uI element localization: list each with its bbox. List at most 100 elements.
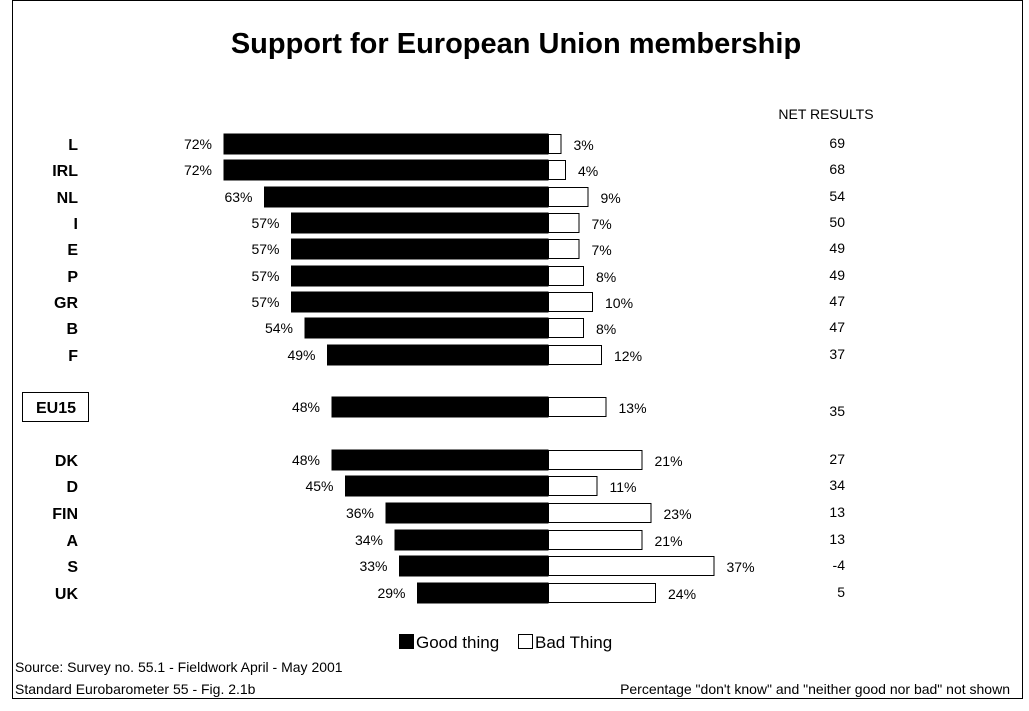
- bad-value-label: 11%: [610, 479, 637, 495]
- net-result-value: 68: [829, 161, 845, 177]
- category-label: P: [67, 269, 78, 286]
- bar-good: [331, 449, 549, 471]
- bar-good: [345, 475, 549, 497]
- bad-value-label: 7%: [592, 242, 612, 258]
- bad-value-label: 37%: [727, 559, 755, 575]
- net-result-value: 35: [829, 403, 845, 419]
- reference-note: Standard Eurobarometer 55 - Fig. 2.1b: [15, 681, 256, 697]
- net-result-value: 47: [829, 293, 845, 309]
- bar-bad: [548, 450, 643, 470]
- highlight-box: [22, 392, 89, 422]
- legend-label-bad: Bad Thing: [535, 633, 612, 652]
- category-label: L: [68, 137, 78, 154]
- bad-value-label: 21%: [655, 533, 683, 549]
- good-value-label: 48%: [292, 452, 320, 468]
- net-result-value: 13: [829, 504, 845, 520]
- bad-value-label: 8%: [596, 321, 616, 337]
- bar-bad: [548, 239, 580, 259]
- category-label: DK: [55, 453, 79, 470]
- bar-bad: [548, 397, 607, 417]
- good-value-label: 36%: [346, 505, 374, 521]
- good-value-label: 48%: [292, 399, 320, 415]
- net-result-value: 49: [829, 267, 845, 283]
- net-result-value: 37: [829, 346, 845, 362]
- net-result-value: -4: [833, 557, 846, 573]
- bar-bad: [548, 345, 602, 365]
- bad-value-label: 13%: [619, 400, 647, 416]
- bar-good: [291, 238, 549, 260]
- category-label: F: [68, 348, 78, 365]
- category-label: UK: [55, 586, 79, 603]
- net-results-header: NET RESULTS: [778, 106, 873, 122]
- chart-title: Support for European Union membership: [231, 28, 801, 60]
- good-value-label: 57%: [251, 241, 279, 257]
- good-value-label: 33%: [359, 558, 387, 574]
- bad-value-label: 12%: [614, 348, 642, 364]
- net-result-value: 34: [829, 477, 845, 493]
- bar-bad: [548, 318, 584, 338]
- category-label: D: [66, 479, 78, 496]
- bar-good: [385, 502, 549, 524]
- category-label: EU15: [36, 400, 76, 417]
- good-value-label: 54%: [265, 320, 293, 336]
- legend-swatch-bad: [518, 634, 533, 649]
- good-value-label: 57%: [251, 268, 279, 284]
- good-value-label: 72%: [184, 162, 212, 178]
- disclaimer-note: Percentage "don't know" and "neither goo…: [620, 681, 1010, 697]
- bar-good: [291, 291, 549, 313]
- source-note: Source: Survey no. 55.1 - Fieldwork Apri…: [15, 659, 343, 675]
- bad-value-label: 10%: [605, 295, 633, 311]
- bar-bad: [548, 556, 715, 576]
- category-label: B: [66, 321, 78, 338]
- bad-value-label: 23%: [664, 506, 692, 522]
- category-label: E: [67, 242, 78, 259]
- category-label: NL: [57, 190, 79, 207]
- bar-bad: [548, 530, 643, 550]
- bar-good: [304, 317, 549, 339]
- category-label: GR: [54, 295, 78, 312]
- bar-bad: [548, 503, 652, 523]
- net-result-value: 13: [829, 531, 845, 547]
- good-value-label: 57%: [251, 215, 279, 231]
- bar-bad: [548, 292, 593, 312]
- category-label: A: [66, 533, 78, 550]
- good-value-label: 49%: [287, 347, 315, 363]
- bar-good: [223, 133, 549, 155]
- category-label: I: [74, 216, 78, 233]
- good-value-label: 29%: [377, 585, 405, 601]
- bad-value-label: 21%: [655, 453, 683, 469]
- bar-bad: [548, 134, 562, 154]
- net-result-value: 27: [829, 451, 845, 467]
- bar-bad: [548, 266, 584, 286]
- category-label: S: [67, 559, 78, 576]
- bar-good: [331, 396, 549, 418]
- bar-good: [417, 582, 549, 604]
- bar-good: [291, 265, 549, 287]
- good-value-label: 45%: [305, 478, 333, 494]
- bad-value-label: 8%: [596, 269, 616, 285]
- bar-bad: [548, 187, 589, 207]
- bar-bad: [548, 160, 566, 180]
- net-result-value: 54: [829, 188, 845, 204]
- good-value-label: 57%: [251, 294, 279, 310]
- bar-bad: [548, 583, 656, 603]
- bad-value-label: 24%: [668, 586, 696, 602]
- bad-value-label: 4%: [578, 163, 598, 179]
- net-result-value: 69: [829, 135, 845, 151]
- bar-good: [327, 344, 549, 366]
- chart-frame: [12, 0, 1023, 699]
- bar-bad: [548, 476, 598, 496]
- good-value-label: 63%: [224, 189, 252, 205]
- bar-good: [291, 212, 549, 234]
- legend: Good thing Bad Thing: [399, 633, 612, 652]
- bar-good: [394, 529, 549, 551]
- net-result-value: 49: [829, 240, 845, 256]
- bar-bad: [548, 213, 580, 233]
- bad-value-label: 3%: [574, 137, 594, 153]
- bar-good: [264, 186, 549, 208]
- legend-swatch-good: [399, 634, 414, 649]
- bar-good: [223, 159, 549, 181]
- legend-label-good: Good thing: [416, 633, 499, 652]
- net-result-value: 47: [829, 319, 845, 335]
